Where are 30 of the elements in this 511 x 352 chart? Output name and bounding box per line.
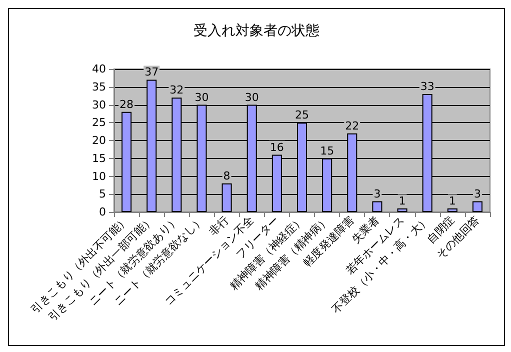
data-label: 30 xyxy=(194,90,209,104)
data-label: 16 xyxy=(270,140,284,154)
y-tick-label: 5 xyxy=(99,188,106,201)
y-tick-label: 20 xyxy=(92,134,106,147)
chart-title: 受入れ対象者の状態 xyxy=(194,23,320,39)
data-label: 33 xyxy=(420,80,434,94)
bar xyxy=(447,208,458,212)
y-tick-label: 15 xyxy=(92,152,106,165)
data-label: 32 xyxy=(170,84,184,97)
data-label: 25 xyxy=(295,108,309,122)
data-label: 30 xyxy=(244,90,259,104)
y-tick-label: 30 xyxy=(92,98,106,112)
data-label: 28 xyxy=(120,98,134,111)
data-label: 37 xyxy=(144,66,159,79)
y-tick-label: 35 xyxy=(92,80,106,94)
bar xyxy=(472,201,482,212)
y-tick-label: 10 xyxy=(92,170,106,183)
bar xyxy=(372,201,382,212)
data-label: 22 xyxy=(345,119,360,132)
data-label: 1 xyxy=(448,194,456,208)
data-label: 15 xyxy=(320,144,334,158)
data-label: 8 xyxy=(223,169,230,182)
data-label: 1 xyxy=(398,194,406,208)
y-tick-label: 0 xyxy=(99,206,106,218)
y-tick-label: 25 xyxy=(92,116,106,130)
x-tick-label: 非行 xyxy=(206,213,232,238)
data-label: 3 xyxy=(374,187,381,200)
bar xyxy=(397,208,408,212)
data-label: 3 xyxy=(474,187,481,200)
y-tick-label: 40 xyxy=(92,62,106,76)
